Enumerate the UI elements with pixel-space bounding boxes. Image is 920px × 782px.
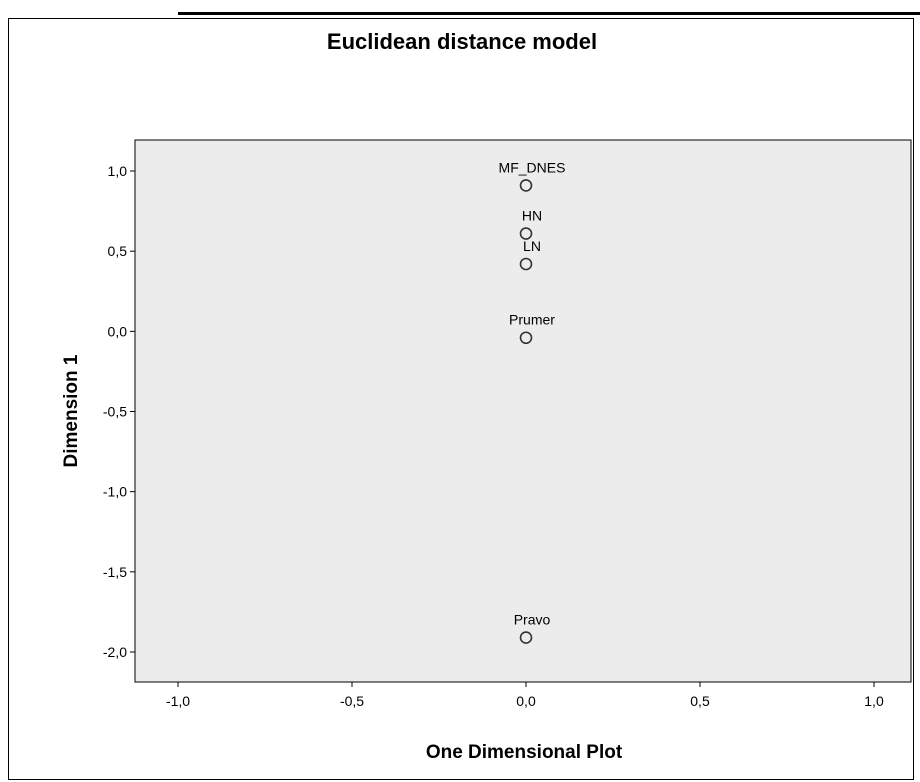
point-label: HN: [522, 208, 542, 224]
y-axis: 1,0 0,5 0,0 -0,5 -1,0 -1,5 -2,0: [103, 163, 135, 660]
point-label: Pravo: [514, 612, 551, 628]
data-points: MF_DNES HN LN Prumer Pravo: [499, 159, 566, 644]
x-tick-label: -1,0: [166, 693, 190, 709]
y-tick-label: -2,0: [103, 644, 127, 660]
data-point: [519, 631, 533, 644]
y-tick-label: 1,0: [108, 163, 128, 179]
top-rule-line: [178, 12, 920, 15]
y-tick-label: 0,0: [108, 323, 128, 339]
point-label: MF_DNES: [499, 159, 566, 175]
x-axis-title: One Dimensional Plot: [426, 742, 623, 763]
chart-title: Euclidean distance model: [327, 29, 597, 54]
x-tick-label: 0,5: [690, 693, 710, 709]
data-point: [519, 331, 533, 345]
x-tick-label: -0,5: [340, 693, 364, 709]
data-point: [519, 179, 533, 192]
data-point: [519, 257, 533, 271]
point-label: Prumer: [509, 312, 555, 328]
y-tick-label: -1,5: [103, 564, 127, 580]
y-tick-label: -0,5: [103, 404, 127, 420]
y-tick-label: 0,5: [108, 243, 128, 259]
plot-area: [134, 139, 912, 683]
point-label: LN: [523, 238, 541, 254]
data-point: [519, 227, 533, 240]
x-tick-label: 0,0: [516, 693, 536, 709]
x-tick-label: 1,0: [864, 693, 884, 709]
y-tick-label: -1,0: [103, 484, 127, 500]
x-axis: -1,0 -0,5 0,0 0,5 1,0: [166, 682, 884, 709]
y-axis-title: Dimension 1: [61, 354, 82, 467]
